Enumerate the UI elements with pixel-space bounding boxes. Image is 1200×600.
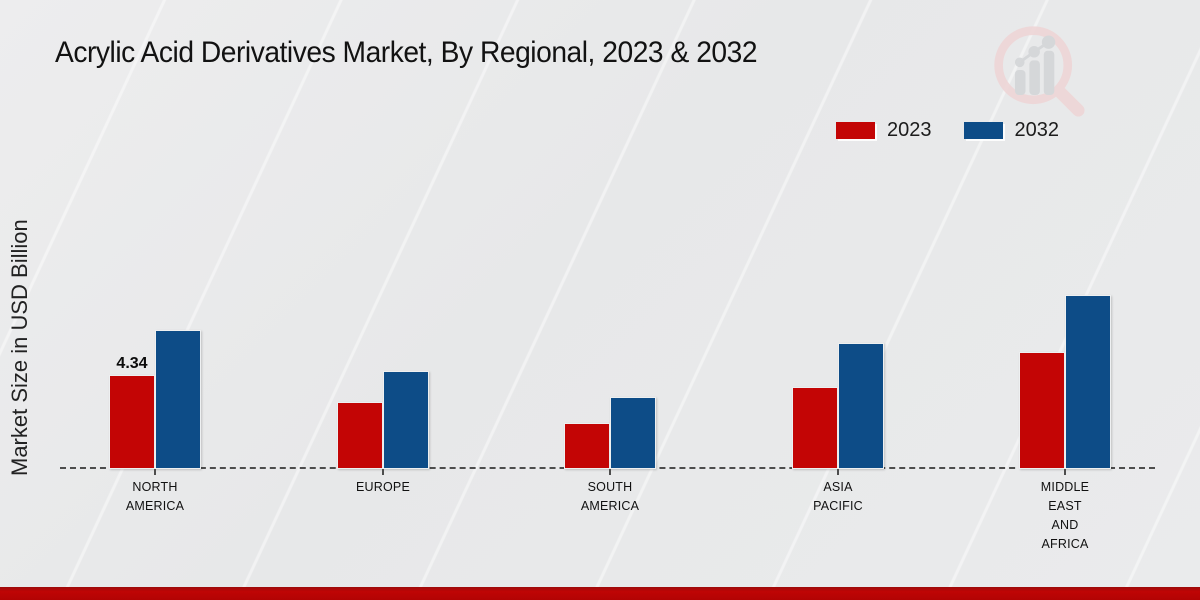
bar-2032-middle-east-and-africa: [1065, 295, 1111, 469]
x-axis-tick-middle-east-and-africa: [1064, 469, 1066, 475]
category-label-line: MIDDLE: [1040, 480, 1090, 494]
bar-2023-middle-east-and-africa: [1019, 352, 1065, 469]
category-label-line: EUROPE: [356, 480, 410, 494]
bar-2023-europe: [337, 402, 383, 469]
legend-label-2023: 2023: [887, 119, 932, 141]
category-label-middle-east-and-africa: MIDDLE EAST AND AFRICA: [995, 478, 1135, 554]
bar-2032-south-america: [610, 397, 656, 469]
category-label-line: SOUTH: [587, 480, 633, 494]
legend-item-2023: 2023: [836, 119, 932, 142]
bar-group-asia-pacific: [792, 343, 884, 469]
category-label-asia-pacific: ASIA PACIFIC: [768, 478, 908, 516]
bar-group-middle-east-and-africa: [1019, 295, 1111, 469]
legend-label-2032: 2032: [1014, 119, 1060, 141]
bottom-red-stripe: [0, 587, 1200, 600]
category-label-line: AND: [1051, 518, 1079, 532]
category-label-line: PACIFIC: [813, 499, 863, 513]
x-axis-tick-south-america: [609, 469, 611, 475]
bar-2032-north-america: [155, 330, 201, 469]
bar-group-south-america: [564, 397, 656, 469]
category-label-europe: EUROPE: [313, 478, 453, 497]
bar-group-europe: [337, 371, 429, 469]
bar-2023-south-america: [564, 423, 610, 469]
legend-swatch-2023-icon: [836, 122, 875, 139]
legend: 2023 2032: [836, 119, 1059, 142]
bar-group-north-america: [109, 330, 201, 469]
legend-item-2032: 2032: [963, 119, 1060, 142]
bar-value-annotation: 4.34: [116, 355, 148, 372]
bar-2032-asia-pacific: [838, 343, 884, 469]
category-label-line: NORTH: [132, 480, 178, 494]
category-label-south-america: SOUTH AMERICA: [540, 478, 680, 516]
category-label-line: EAST: [1048, 499, 1082, 513]
x-axis-tick-north-america: [154, 469, 156, 475]
x-axis-tick-asia-pacific: [837, 469, 839, 475]
bar-2023-asia-pacific: [792, 387, 838, 469]
magnifier-barchart-logo-icon: [990, 22, 1086, 118]
category-label-line: ASIA: [823, 480, 853, 494]
category-label-line: AMERICA: [125, 499, 185, 513]
x-axis-tick-europe: [382, 469, 384, 475]
category-label-line: AFRICA: [1041, 537, 1089, 551]
bar-2023-north-america: [109, 375, 155, 469]
category-label-north-america: NORTH AMERICA: [85, 478, 225, 516]
chart-title: Acrylic Acid Derivatives Market, By Regi…: [55, 36, 758, 69]
category-label-line: AMERICA: [580, 499, 640, 513]
y-axis-label: Market Size in USD Billion: [7, 219, 32, 477]
bar-2032-europe: [383, 371, 429, 469]
legend-swatch-2032-icon: [963, 122, 1003, 139]
